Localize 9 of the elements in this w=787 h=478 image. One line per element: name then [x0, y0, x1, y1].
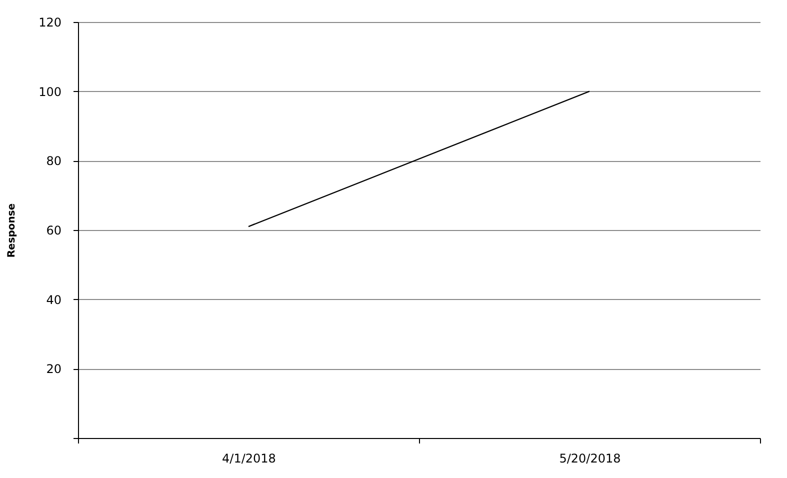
x-tick-label: 5/20/2018: [559, 452, 621, 466]
x-tick-label: 4/1/2018: [222, 452, 276, 466]
y-tick-label: 80: [46, 154, 62, 168]
y-tick-label: 40: [46, 292, 62, 307]
y-tick-label: 100: [38, 84, 62, 99]
y-tick-label: 120: [38, 16, 62, 30]
y-axis-title: Response: [6, 203, 18, 258]
y-tick-label: 20: [46, 362, 62, 376]
y-tick-label: 60: [46, 224, 62, 238]
